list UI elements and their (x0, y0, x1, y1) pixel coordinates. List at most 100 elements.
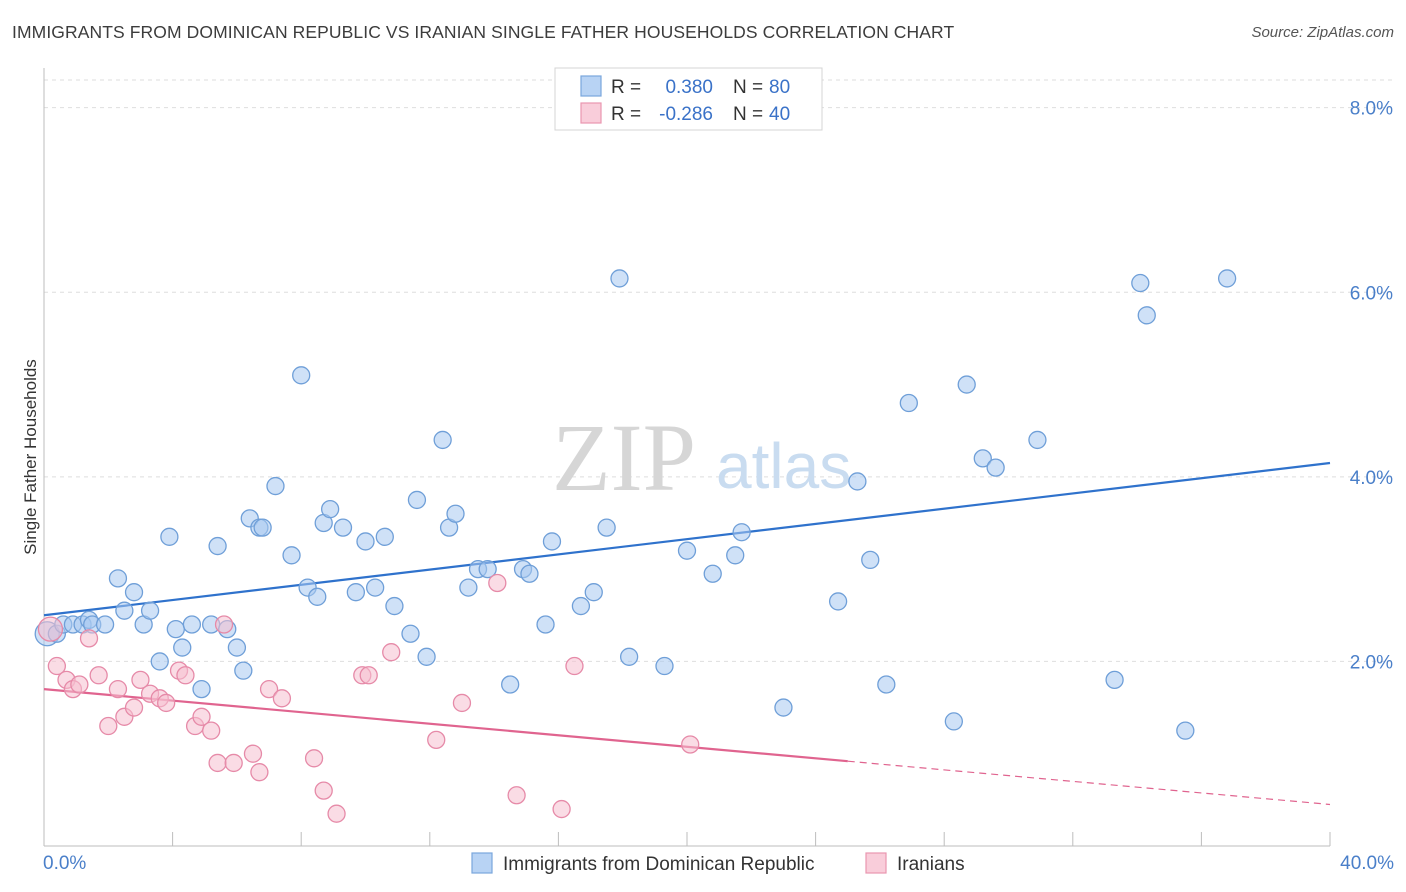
data-point-blue (597, 518, 616, 537)
data-point-pink (124, 698, 144, 717)
data-point-pink (382, 643, 401, 662)
data-point-blue (375, 527, 394, 546)
data-point-blue (227, 638, 247, 657)
data-point-blue (208, 536, 227, 556)
data-point-blue (346, 583, 366, 602)
data-point-blue (957, 375, 976, 394)
data-point-blue (234, 661, 253, 680)
data-point-blue (536, 615, 555, 634)
legend-series: Immigrants from Dominican Republic Irani… (471, 852, 965, 875)
data-point-blue (417, 647, 436, 666)
data-point-blue (501, 675, 520, 694)
data-point-blue (732, 523, 751, 542)
data-point-pink (314, 781, 333, 800)
data-point-blue (333, 518, 353, 537)
data-point-blue (140, 601, 160, 620)
data-point-pink (214, 615, 234, 634)
data-point-blue (973, 449, 992, 468)
data-point-blue (385, 596, 404, 616)
data-point-blue (150, 652, 169, 671)
data-point-blue (95, 615, 115, 634)
data-point-pink (79, 629, 99, 648)
y-tick-label: 6.0% (1350, 283, 1393, 304)
y-tick-label: 4.0% (1350, 468, 1393, 489)
legend-swatch-dominican (471, 852, 493, 874)
trend-lines (43, 461, 1331, 806)
data-point-blue (115, 601, 134, 620)
data-point-pink (488, 573, 507, 593)
data-point-blue (253, 518, 272, 537)
data-point-blue (401, 624, 420, 643)
data-point-blue (173, 638, 192, 657)
data-point-pink (507, 786, 526, 805)
data-point-blue (1217, 269, 1237, 288)
data-point-pink (47, 656, 67, 676)
trend-line-blue (43, 461, 1331, 617)
y-tick-labels: 2.0% 4.0% 6.0% 8.0% (1350, 99, 1393, 674)
data-point-blue (292, 366, 311, 385)
data-point-blue (584, 583, 603, 602)
data-point-pink (359, 666, 378, 685)
source-label: Source: ZipAtlas.com (1251, 24, 1394, 41)
data-point-pink (108, 679, 128, 699)
data-point-blue (877, 675, 896, 694)
data-point-blue (124, 583, 144, 602)
data-point-blue (446, 504, 465, 523)
data-point-blue (1131, 273, 1150, 293)
data-point-blue (308, 587, 327, 606)
legend-r-label: R = (611, 104, 641, 125)
data-point-pink (208, 753, 227, 773)
data-point-blue (266, 476, 285, 496)
data-point-blue (703, 564, 722, 583)
data-point-pink (681, 735, 700, 754)
data-point-blue (848, 472, 867, 491)
data-point-blue (944, 712, 963, 731)
legend-label-iranians: Iranians (897, 854, 965, 875)
data-point-blue (1137, 306, 1156, 325)
data-point-blue (407, 490, 427, 510)
data-point-blue (774, 698, 793, 717)
data-point-blue (610, 269, 629, 288)
y-tick-label: 2.0% (1350, 652, 1393, 673)
data-point-blue (320, 499, 340, 519)
y-tick-label: 8.0% (1350, 99, 1393, 120)
axes (43, 68, 1331, 847)
data-point-blue (356, 532, 375, 551)
trend-line-pink (43, 688, 848, 763)
watermark-atlas: atlas (716, 430, 851, 502)
data-point-blue (520, 564, 539, 583)
data-point-blue (478, 559, 497, 579)
trend-line-extension-pink (847, 760, 1331, 806)
data-point-blue (726, 546, 745, 565)
data-point-blue (166, 619, 185, 639)
series-iranian-points (37, 573, 700, 823)
data-point-pink (565, 656, 584, 676)
data-point-pink (250, 763, 269, 782)
data-point-blue (828, 592, 848, 611)
data-point-blue (1105, 670, 1124, 690)
data-point-pink (304, 749, 324, 768)
data-point-blue (1028, 430, 1047, 450)
data-point-pink (192, 707, 211, 726)
data-point-pink (259, 679, 279, 699)
legend-r-value: 0.380 (665, 77, 713, 98)
legend-swatch-iranians (865, 852, 887, 874)
chart-title: IMMIGRANTS FROM DOMINICAN REPUBLIC VS IR… (12, 22, 955, 42)
data-point-pink (176, 666, 195, 685)
data-point-pink (202, 721, 221, 740)
data-point-pink (243, 744, 263, 763)
data-point-pink (157, 693, 176, 713)
legend-swatch-pink (580, 102, 602, 124)
data-point-pink (224, 753, 243, 773)
data-point-pink (89, 666, 108, 685)
legend-n-label: N = (733, 104, 763, 125)
data-point-pink (552, 799, 571, 819)
data-point-blue (192, 679, 211, 699)
legend-r-value: -0.286 (659, 104, 713, 125)
data-point-blue (677, 541, 697, 560)
data-point-blue (459, 578, 478, 597)
watermark-zip: ZIP (552, 404, 696, 511)
data-point-blue (282, 546, 301, 565)
data-point-blue (108, 569, 128, 588)
